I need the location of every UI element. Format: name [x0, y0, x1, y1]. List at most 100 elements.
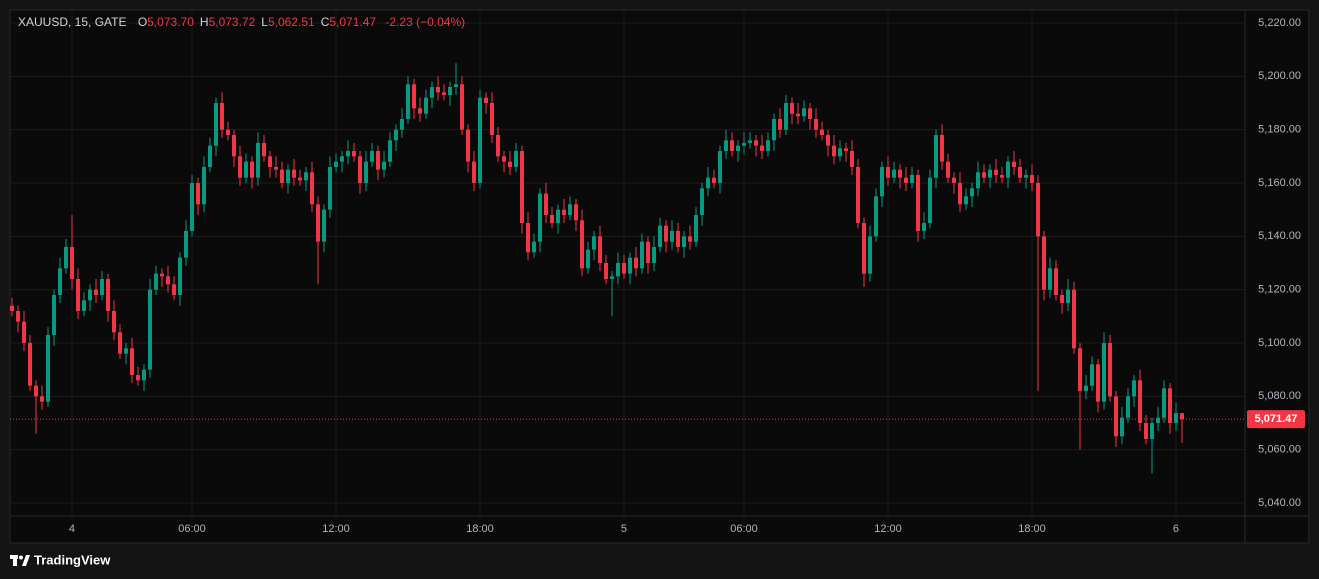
candle-body [219, 103, 224, 130]
candle-body [1167, 388, 1172, 423]
candle-body [723, 140, 728, 151]
candle-body [945, 161, 950, 178]
candle-body [975, 172, 980, 189]
candle-body [633, 257, 638, 269]
y-tick-label: 5,200.00 [1258, 70, 1301, 82]
candle-body [759, 145, 764, 151]
candle-body [303, 172, 308, 181]
candle-body [513, 151, 518, 167]
candle-body [1119, 417, 1124, 437]
field-value: 5,062.51 [268, 15, 315, 29]
candle-body [153, 273, 158, 290]
candle-body [669, 231, 674, 242]
candle-body [267, 156, 272, 167]
brand: TradingView [34, 552, 111, 567]
candle-body [453, 84, 458, 87]
candle-body [885, 167, 890, 178]
candle-body [447, 87, 452, 95]
candle-body [999, 175, 1004, 178]
candle-body [465, 129, 470, 162]
candle-body [1005, 161, 1010, 178]
candle-body [567, 204, 572, 215]
candle-body [789, 103, 794, 114]
candle-body [711, 177, 716, 183]
candle-body [111, 311, 116, 333]
candle-body [459, 84, 464, 130]
candle-body [507, 161, 512, 167]
logo-part [22, 555, 30, 566]
candle-body [249, 161, 254, 178]
candle-body [735, 145, 740, 151]
candle-body [81, 300, 86, 311]
y-tick-label: 5,060.00 [1258, 444, 1301, 456]
axes: 5,040.00 5,060.00 5,080.00 5,100.00 5,120.00… [69, 17, 1305, 535]
candle-body [63, 247, 68, 269]
candle-body [987, 169, 992, 178]
candle-body [525, 223, 530, 253]
x-tick-label: 5 [621, 523, 627, 535]
candle-body [135, 375, 140, 381]
legend: XAUUSD, 15, GATE O5,073.70 H5,073.72 L5,06… [18, 15, 465, 29]
candle-body [57, 268, 62, 295]
candle-body [1149, 423, 1154, 439]
logo-part [13, 555, 17, 566]
candle-body [609, 276, 614, 279]
candle-body [1131, 380, 1136, 397]
candle-body [261, 143, 266, 157]
candle-body [603, 263, 608, 279]
candle-body [1125, 396, 1130, 418]
candle-body [123, 348, 128, 354]
candle-body [375, 151, 380, 170]
candle-body [1107, 343, 1112, 397]
candle-body [819, 129, 824, 135]
candle-body [1077, 348, 1082, 391]
candle-body [645, 241, 650, 263]
candle-body [297, 177, 302, 181]
candle-body [657, 225, 662, 247]
candle-body [1041, 236, 1046, 290]
y-tick-label: 5,140.00 [1258, 230, 1301, 242]
candle-body [1023, 175, 1028, 178]
candle-body [195, 183, 200, 205]
candle-body [561, 209, 566, 215]
candle-body [1071, 289, 1076, 349]
candle-body [27, 343, 32, 386]
candle-body [963, 196, 968, 205]
candle-body [201, 167, 206, 205]
candle-body [831, 145, 836, 157]
candle-body [1083, 385, 1088, 391]
candle-body [1065, 289, 1070, 303]
candle-body [615, 263, 620, 277]
candle-body [867, 236, 872, 274]
candle-body [129, 348, 134, 375]
candle-body [69, 247, 74, 279]
candle-body [399, 119, 404, 130]
candle-body [519, 151, 524, 223]
field-value: 5,071.47 [329, 15, 376, 29]
candle-body [531, 241, 536, 253]
candle-body [813, 119, 818, 130]
x-tick-label: 18:00 [466, 523, 494, 535]
candle-body [843, 148, 848, 151]
logo-part [19, 555, 23, 560]
candle-body [597, 236, 602, 263]
candle-body [351, 151, 356, 157]
chart-pane [9, 9, 1310, 544]
candle-body [321, 209, 326, 242]
candle-body [1017, 167, 1022, 178]
candle-body [771, 119, 776, 141]
candle-body [951, 177, 956, 183]
candle-body [51, 295, 56, 335]
field-key: L [261, 15, 268, 29]
candle-body [957, 183, 962, 205]
candle-body [699, 188, 704, 215]
candle-body [75, 279, 80, 311]
x-tick-label: 06:00 [178, 523, 206, 535]
candle-body [183, 231, 188, 258]
candle-body [147, 289, 152, 370]
candle-body [981, 172, 986, 178]
candle-body [117, 332, 122, 354]
candle-body [441, 92, 446, 95]
